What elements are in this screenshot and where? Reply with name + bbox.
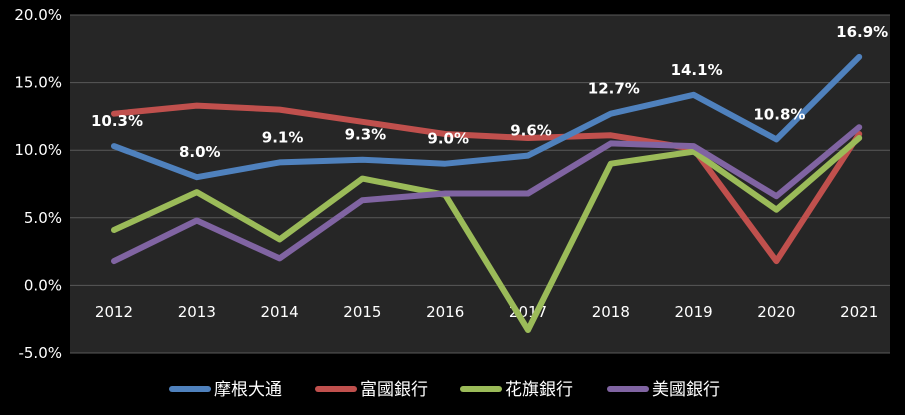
legend-label-2: 富國銀行 xyxy=(360,380,428,400)
y-tick-label: 15.0% xyxy=(14,74,62,92)
y-axis-ticks: -5.0% 0.0% 5.0% 10.0% 15.0% 20.0% xyxy=(14,6,62,362)
x-tick-label: 2014 xyxy=(261,303,299,321)
y-tick-label: -5.0% xyxy=(18,344,62,362)
data-label: 9.1% xyxy=(262,128,304,146)
x-axis-ticks: 2012 2013 2014 2015 2016 2017 2018 2019 2020 2021 xyxy=(95,303,878,321)
series-line-1 xyxy=(111,53,863,181)
y-tick-label: 5.0% xyxy=(24,209,62,227)
x-tick-label: 2016 xyxy=(426,303,464,321)
legend-label-1: 摩根大通 xyxy=(214,380,282,400)
x-tick-label: 2012 xyxy=(95,303,133,321)
data-label: 10.3% xyxy=(91,112,143,130)
legend: 摩根大通 富國銀行 花旗銀行 美國銀行 xyxy=(169,380,720,400)
data-label: 9.3% xyxy=(345,126,387,144)
y-tick-label: 10.0% xyxy=(14,141,62,159)
data-label: 8.0% xyxy=(179,143,221,161)
x-tick-label: 2018 xyxy=(592,303,630,321)
x-tick-label: 2021 xyxy=(840,303,878,321)
y-tick-label: 0.0% xyxy=(24,276,62,294)
series-line-4 xyxy=(111,124,863,265)
x-tick-label: 2019 xyxy=(675,303,713,321)
x-tick-label: 2020 xyxy=(757,303,795,321)
series-line-2 xyxy=(111,102,863,265)
data-label: 16.9% xyxy=(836,23,888,41)
x-tick-label: 2013 xyxy=(178,303,216,321)
data-label: 9.0% xyxy=(427,130,469,148)
y-tick-label: 20.0% xyxy=(14,6,62,24)
data-label: 9.6% xyxy=(510,122,552,140)
series-line-3 xyxy=(111,135,863,333)
data-label: 10.8% xyxy=(753,105,805,123)
x-tick-label: 2015 xyxy=(343,303,381,321)
series-lines xyxy=(111,53,863,333)
data-labels: 10.3% 8.0% 9.1% 9.3% 9.0% 9.6% 12.7% 14.1% 10.8%… xyxy=(91,23,888,161)
data-label: 14.1% xyxy=(671,61,723,79)
data-label: 12.7% xyxy=(588,80,640,98)
gridlines xyxy=(70,14,890,354)
legend-label-3: 花旗銀行 xyxy=(505,380,573,400)
legend-label-4: 美國銀行 xyxy=(652,380,720,400)
